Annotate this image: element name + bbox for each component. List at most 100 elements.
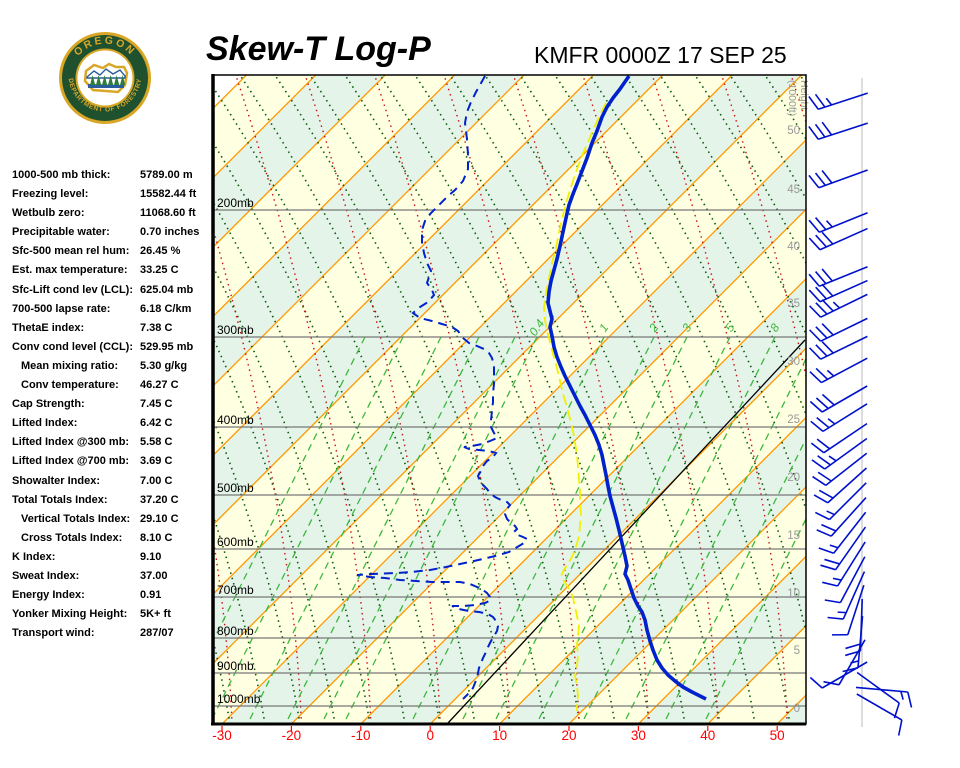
- height-axis-title: Height(1000ft): [786, 80, 810, 116]
- index-value: 7.38 C: [140, 321, 173, 334]
- index-label: Freezing level:: [12, 188, 89, 201]
- wind-barb: [818, 511, 867, 555]
- index-value: 625.04 mb: [140, 283, 194, 296]
- index-label: 1000-500 mb thick:: [12, 169, 111, 181]
- index-row: ThetaE index: 7.38 C: [12, 319, 212, 338]
- wind-barb: [808, 92, 868, 110]
- index-label: Est. max temperature:: [12, 264, 128, 277]
- wind-barb: [856, 671, 900, 719]
- index-row: Yonker Mixing Height: 5K+ ft: [12, 605, 212, 624]
- index-row: K Index: 9.10: [12, 548, 212, 567]
- height-tick-label: 0: [794, 703, 800, 715]
- index-row: Conv cond level (CCL): 529.95 mb: [12, 338, 212, 357]
- index-row: Conv temperature: 46.27 C: [12, 376, 212, 395]
- index-row: Lifted Index: 6.42 C: [12, 414, 212, 433]
- temp-tick-label: -10: [351, 728, 371, 743]
- height-tick-label: 35: [787, 298, 800, 310]
- wind-barb: [822, 541, 866, 587]
- index-row: Wetbulb zero: 11068.60 ft: [12, 204, 212, 223]
- index-label: Total Totals Index:: [12, 493, 108, 506]
- index-value: 0.91: [140, 589, 162, 602]
- wind-barb: [855, 686, 913, 708]
- parcel-line: [447, 339, 806, 724]
- pressure-label: 500mb: [217, 481, 254, 495]
- height-tick-label: 20: [787, 472, 800, 484]
- index-row: Mean mixing ratio: 5.30 g/kg: [12, 357, 212, 376]
- index-value: 11068.60 ft: [140, 207, 196, 220]
- index-row: Cross Totals Index: 8.10 C: [12, 529, 212, 548]
- index-value: 529.95 mb: [140, 340, 194, 353]
- wind-barb: [810, 422, 868, 454]
- index-value: 5.30 g/kg: [140, 359, 188, 372]
- height-tick-label: 50: [787, 125, 800, 137]
- index-row: Energy Index: 0.91: [12, 586, 212, 605]
- index-row: 1000-500 mb thick: 5789.00 m: [12, 166, 212, 185]
- pressure-label: 300mb: [217, 323, 254, 337]
- wind-barb: [811, 437, 868, 470]
- index-row: Lifted Index @700 mb: 3.69 C: [12, 452, 212, 471]
- logo-state-scene: [83, 62, 129, 94]
- wind-barb: [808, 279, 868, 303]
- index-label: ThetaE index:: [12, 321, 85, 334]
- index-row: Freezing level: 15582.44 ft: [12, 185, 212, 204]
- pressure-label: 700mb: [217, 583, 254, 597]
- index-value: 6.18 C/km: [140, 302, 192, 315]
- temp-tick-label: 0: [426, 728, 434, 743]
- index-label: Sfc-Lift cond lev (LCL):: [12, 283, 133, 296]
- index-row: Cap Strength: 7.45 C: [12, 395, 212, 414]
- index-row: Sfc-500 mean rel hum: 26.45 %: [12, 242, 212, 261]
- pressure-label: 900mb: [217, 659, 254, 673]
- wind-barb: [809, 293, 868, 318]
- wind-barb: [808, 121, 868, 140]
- pressure-labels: 200mb 300mb 400mb 500mb 600mb 700mb 800mb 900mb…: [217, 196, 261, 706]
- index-label: Vertical Totals Index:: [21, 512, 131, 525]
- wind-barb: [812, 452, 868, 486]
- height-tick-label: 40: [787, 241, 800, 253]
- index-row: Transport wind: 287/07: [12, 624, 212, 643]
- moist-adiabats: [213, 75, 806, 724]
- wind-barb: [810, 403, 868, 433]
- index-label: Sweat Index:: [12, 569, 80, 582]
- index-row: Est. max temperature: 33.25 C: [12, 261, 212, 280]
- index-value: 33.25 C: [140, 264, 179, 277]
- wind-barb: [809, 317, 868, 342]
- index-row: Showalter Index: 7.00 C: [12, 472, 212, 491]
- temp-tick-label: 20: [561, 728, 576, 743]
- index-value: 5789.00 m: [140, 169, 193, 181]
- isotherm-lines: [213, 75, 806, 724]
- wetbulb-curve: [543, 102, 607, 711]
- pressure-label: 400mb: [217, 413, 254, 427]
- index-row: Precipitable water: 0.70 inches: [12, 223, 212, 242]
- index-label: 700-500 lapse rate:: [12, 302, 111, 315]
- index-label: Precipitable water:: [12, 226, 110, 239]
- index-label: Transport wind:: [12, 627, 95, 640]
- index-value: 287/07: [140, 627, 174, 640]
- index-value: 7.00 C: [140, 474, 173, 487]
- index-value: 6.42 C: [140, 417, 173, 430]
- index-value: 0.70 inches: [140, 226, 200, 239]
- temperature-curve: [546, 75, 707, 701]
- wind-barb: [809, 385, 868, 413]
- wind-barb: [809, 357, 868, 384]
- index-row: Vertical Totals Index: 29.10 C: [12, 510, 212, 529]
- index-label: Lifted Index @300 mb:: [12, 436, 130, 449]
- index-value: 26.45 %: [140, 245, 181, 258]
- index-label: Sfc-500 mean rel hum:: [12, 245, 130, 258]
- wind-barb: [808, 212, 868, 233]
- index-value: 37.00: [140, 569, 168, 582]
- index-label: Lifted Index @700 mb:: [12, 455, 130, 468]
- pressure-label: 200mb: [217, 196, 254, 210]
- index-value: 5.58 C: [140, 436, 173, 449]
- index-label: Conv cond level (CCL):: [12, 340, 134, 353]
- height-tick-label: 45: [787, 184, 800, 196]
- index-row: Sweat Index: 37.00: [12, 567, 212, 586]
- temp-axis: -30 -20 -10 0 10 20 30 40 50: [212, 726, 785, 743]
- wind-barb: [808, 169, 868, 189]
- wind-barb: [827, 571, 866, 620]
- wind-barb: [808, 266, 868, 287]
- wind-barb: [831, 585, 865, 636]
- isotherm-bands: [213, 75, 806, 724]
